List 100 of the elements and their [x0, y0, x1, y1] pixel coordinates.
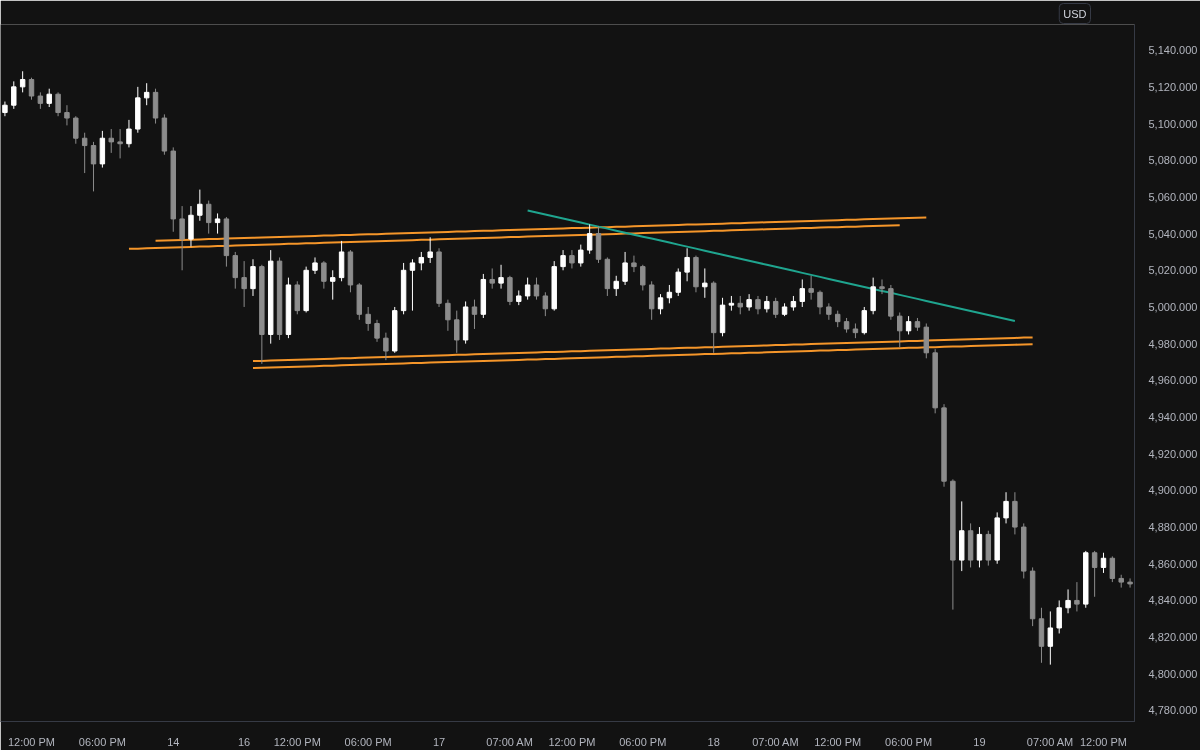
- candlestick: [1056, 599, 1062, 634]
- candlestick: [46, 88, 52, 108]
- candlestick: [799, 278, 805, 308]
- x-tick-label: 19: [973, 735, 986, 748]
- candlestick: [471, 299, 478, 330]
- line-series: [526, 209, 1016, 323]
- candlestick: [640, 264, 646, 291]
- candlestick: [55, 91, 61, 117]
- candlestick: [1109, 555, 1116, 583]
- candlestick: [1047, 610, 1054, 666]
- candlestick: [533, 277, 540, 301]
- candlestick: [321, 260, 327, 290]
- candlestick: [11, 80, 17, 110]
- candlestick: [409, 258, 416, 312]
- y-tick-label: 4,960.000: [1148, 374, 1198, 387]
- y-tick-label: 4,820.000: [1148, 631, 1198, 644]
- x-tick-label: 18: [707, 735, 720, 748]
- y-tick-label: 4,900.000: [1148, 484, 1198, 497]
- candlestick: [808, 275, 814, 301]
- x-tick-label: 12:00 PM: [273, 735, 321, 748]
- x-tick-label: 17: [432, 735, 446, 748]
- x-tick-label: 07:00 AM: [752, 735, 799, 748]
- y-tick-label: 5,040.000: [1148, 227, 1198, 240]
- candlestick: [613, 275, 619, 297]
- y-axis-title: USD: [1063, 7, 1087, 20]
- candlestick: [897, 311, 903, 348]
- candlestick: [205, 200, 212, 235]
- candlestick: [73, 115, 79, 145]
- candlestick: [657, 293, 664, 315]
- line-series: [154, 216, 928, 242]
- candlestick: [197, 189, 203, 222]
- x-tick-label: 12:00 PM: [7, 735, 56, 748]
- candlestick: [631, 255, 637, 273]
- candlestick: [64, 104, 70, 126]
- candlestick: [675, 267, 681, 297]
- line-series: [127, 224, 901, 250]
- candlestick: [126, 119, 132, 148]
- candlestick: [312, 256, 318, 275]
- candlestick: [746, 293, 752, 312]
- candlestick: [817, 289, 823, 315]
- candlestick: [870, 277, 876, 315]
- y-tick-label: 4,920.000: [1148, 447, 1198, 460]
- x-tick-label: 07:00 AM: [486, 735, 533, 748]
- y-tick-label: 4,940.000: [1148, 411, 1198, 424]
- candlestick: [507, 275, 513, 306]
- candlestick: [755, 295, 761, 315]
- candlestick: [117, 128, 123, 159]
- candlestick: [90, 141, 97, 192]
- candlestick: [383, 332, 389, 361]
- x-tick-label: 06:00 PM: [885, 735, 933, 748]
- candlestick: [365, 306, 371, 332]
- candlestick: [179, 205, 185, 271]
- x-tick-label: 16: [238, 735, 251, 748]
- candlestick: [648, 280, 655, 321]
- candlestick: [214, 212, 221, 235]
- candlestick: [1100, 552, 1107, 574]
- line-series: [251, 336, 1034, 363]
- x-tick-label: 06:00 PM: [78, 735, 126, 748]
- candlestick: [489, 267, 495, 290]
- candlestick: [772, 297, 779, 319]
- y-tick-label: 5,000.000: [1148, 300, 1198, 313]
- x-tick-label: 07:00 AM: [1026, 735, 1074, 748]
- candlestick: [569, 249, 575, 269]
- candlestick: [524, 277, 531, 301]
- candlestick: [578, 244, 584, 268]
- x-tick-label: 14: [167, 735, 180, 748]
- candlestick: [454, 310, 460, 354]
- candlestick: [28, 77, 35, 101]
- candlestick: [1127, 577, 1133, 589]
- candlestick: [1074, 581, 1080, 612]
- y-tick-label: 5,120.000: [1148, 80, 1198, 93]
- y-tick-label: 4,840.000: [1148, 594, 1198, 607]
- x-tick-label: 12:00 PM: [1079, 735, 1128, 748]
- candlestick: [861, 306, 867, 335]
- y-tick-label: 4,780.000: [1148, 704, 1198, 717]
- x-tick-label: 06:00 PM: [344, 735, 392, 748]
- candlestick: [622, 251, 628, 286]
- candlestick: [879, 278, 885, 295]
- candlestick: [1003, 491, 1009, 524]
- x-tick-label: 12:00 PM: [548, 735, 596, 748]
- candlestick: [445, 299, 451, 332]
- y-tick-label: 5,080.000: [1148, 154, 1198, 167]
- x-tick-label: 12:00 PM: [814, 735, 862, 748]
- x-tick-label: 06:00 PM: [619, 735, 667, 748]
- candlestick: [684, 247, 690, 282]
- candlestick: [737, 295, 743, 315]
- candlestick: [19, 70, 26, 93]
- candlestick: [542, 291, 549, 317]
- y-tick-label: 5,060.000: [1148, 190, 1198, 203]
- candlestick: [250, 258, 256, 297]
- candlestick: [241, 260, 247, 308]
- line-series: [251, 343, 1034, 370]
- candlestick: [143, 82, 150, 106]
- candlestick: [498, 264, 504, 290]
- candlestick: [330, 269, 336, 301]
- y-tick-label: 5,100.000: [1148, 117, 1198, 130]
- candlestick: [374, 319, 380, 343]
- candlestick: [905, 315, 912, 335]
- y-tick-label: 4,880.000: [1148, 521, 1198, 534]
- y-tick-label: 4,980.000: [1148, 337, 1198, 350]
